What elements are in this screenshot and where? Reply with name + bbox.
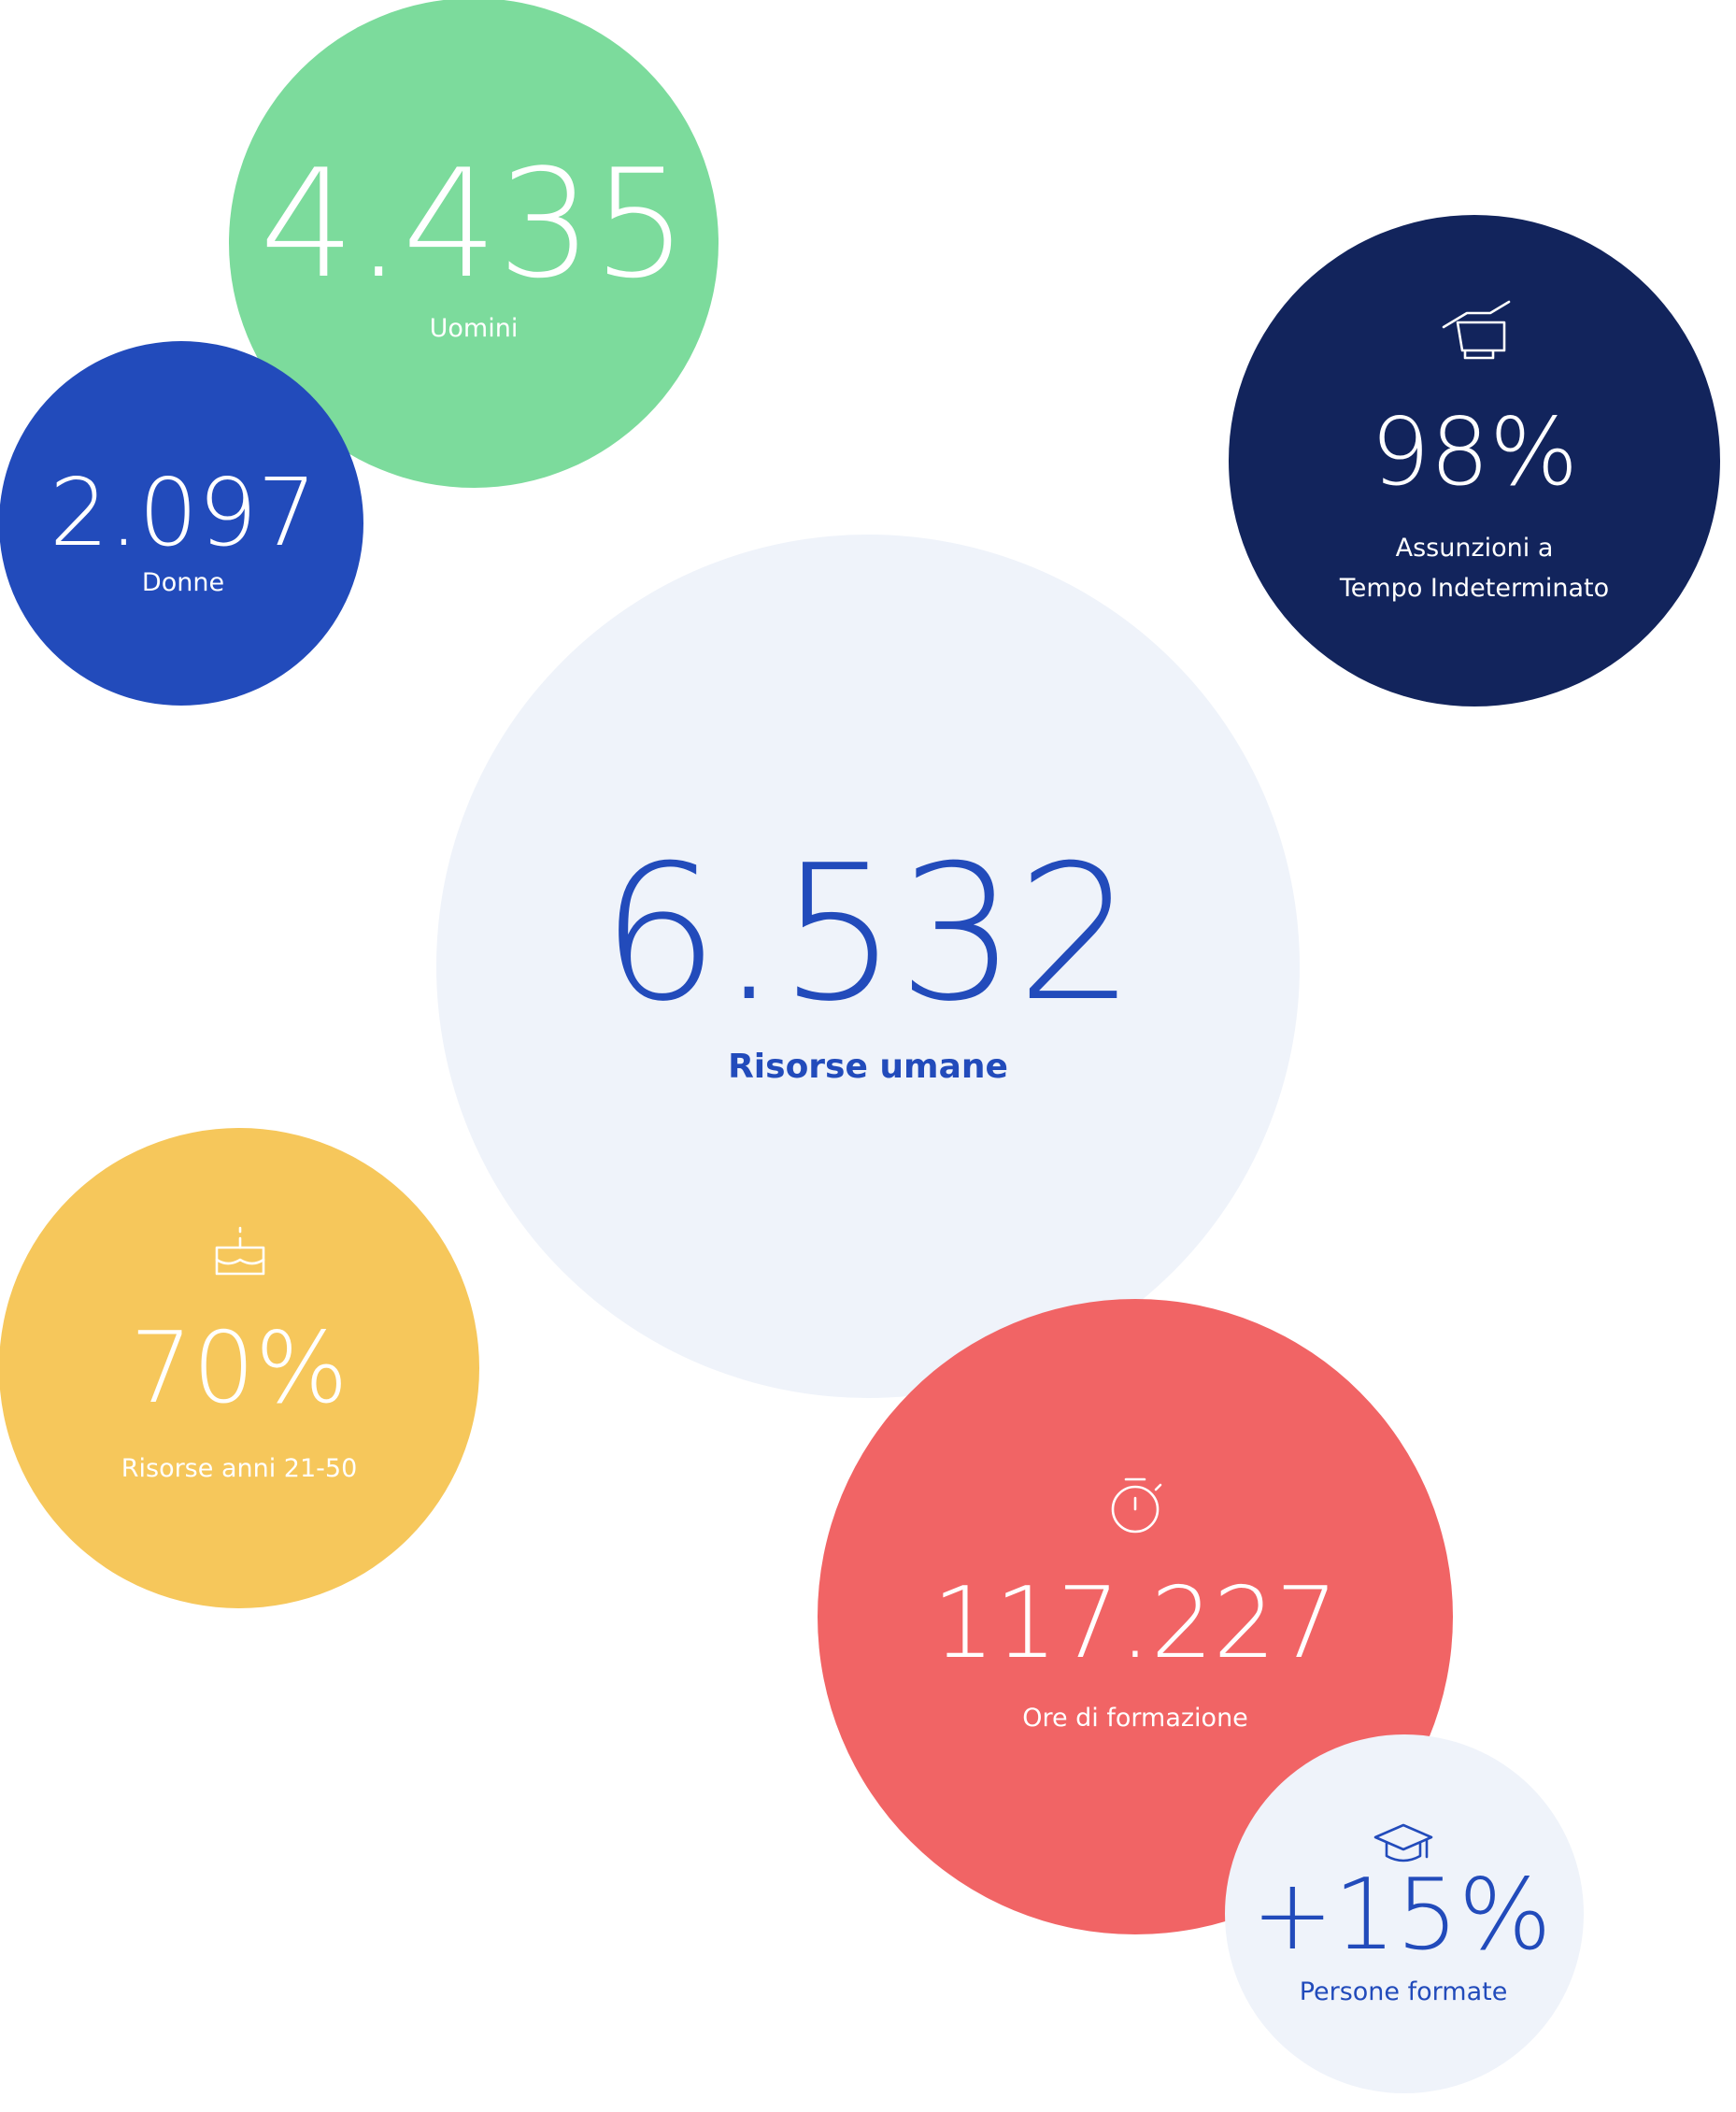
graduation-icon [1373,1823,1433,1862]
circle-assunzioni [1229,215,1720,706]
handshake-icon [1442,300,1511,360]
circle-formate [1225,1734,1584,2093]
stat-label: Donne [142,568,224,597]
circle-uomini [229,0,719,488]
stat-value: +15% [1251,1858,1551,1972]
stat-label: Assunzioni a [1396,534,1554,563]
stat-label: Ore di formazione [1022,1704,1248,1733]
stat-label: Tempo Indeterminato [1339,574,1609,603]
circle-risorse [436,535,1300,1398]
stat-label: Uomini [430,314,519,343]
stat-value: 6.532 [601,825,1136,1043]
circle-donne [0,341,363,706]
stat-value: 117.227 [932,1566,1338,1680]
circle-eta [0,1128,479,1608]
stat-value: 98% [1371,397,1578,507]
timer-icon [1111,1477,1162,1534]
stat-label: Risorse anni 21-50 [121,1454,358,1483]
stat-value: 4.435 [260,136,688,311]
stat-value: 2.097 [50,458,317,567]
stat-value: 70% [130,1311,348,1425]
cake-icon [215,1226,265,1276]
stat-label: Risorse umane [728,1048,1008,1086]
stat-label: Persone formate [1300,1977,1508,2006]
